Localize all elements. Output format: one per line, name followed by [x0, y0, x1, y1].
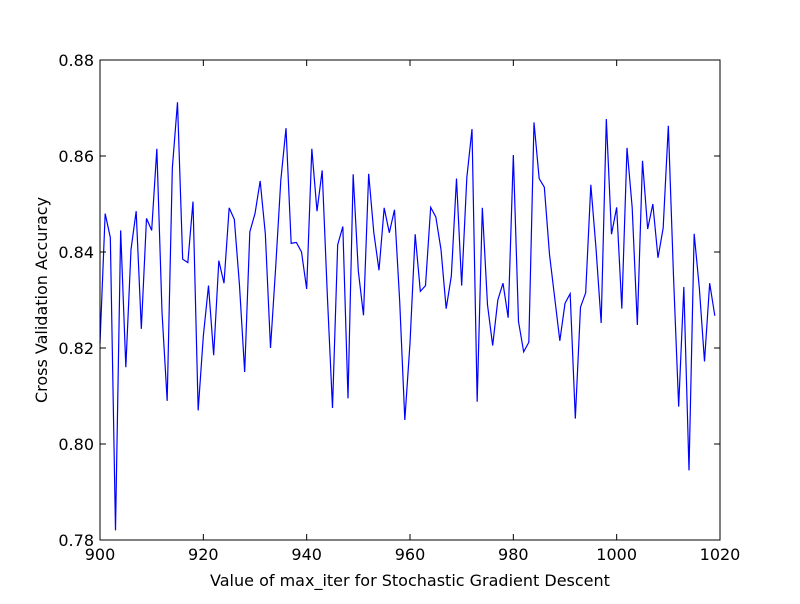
y-tick-label: 0.82 — [58, 339, 94, 358]
plot-frame — [99, 59, 721, 541]
y-axis-label: Cross Validation Accuracy — [32, 197, 51, 403]
x-tick-label: 920 — [188, 545, 219, 564]
x-axis-label: Value of max_iter for Stochastic Gradien… — [210, 571, 610, 591]
y-tick-label: 0.88 — [58, 51, 94, 70]
x-tick-label: 960 — [395, 545, 426, 564]
y-tick-label: 0.78 — [58, 531, 94, 550]
x-axis: 900 920 940 960 980 1000 1020 — [85, 60, 741, 564]
x-tick-label: 940 — [291, 545, 322, 564]
accuracy-line — [99, 102, 716, 531]
x-tick-label: 900 — [85, 545, 116, 564]
y-tick-label: 0.80 — [58, 435, 94, 454]
x-tick-label: 1020 — [700, 545, 741, 564]
plot-area — [99, 59, 721, 541]
x-tick-label: 1000 — [596, 545, 637, 564]
y-axis: 0.78 0.80 0.82 0.84 0.86 0.88 — [58, 51, 720, 550]
y-tick-label: 0.86 — [58, 147, 94, 166]
x-tick-label: 980 — [498, 545, 529, 564]
y-tick-label: 0.84 — [58, 243, 94, 262]
